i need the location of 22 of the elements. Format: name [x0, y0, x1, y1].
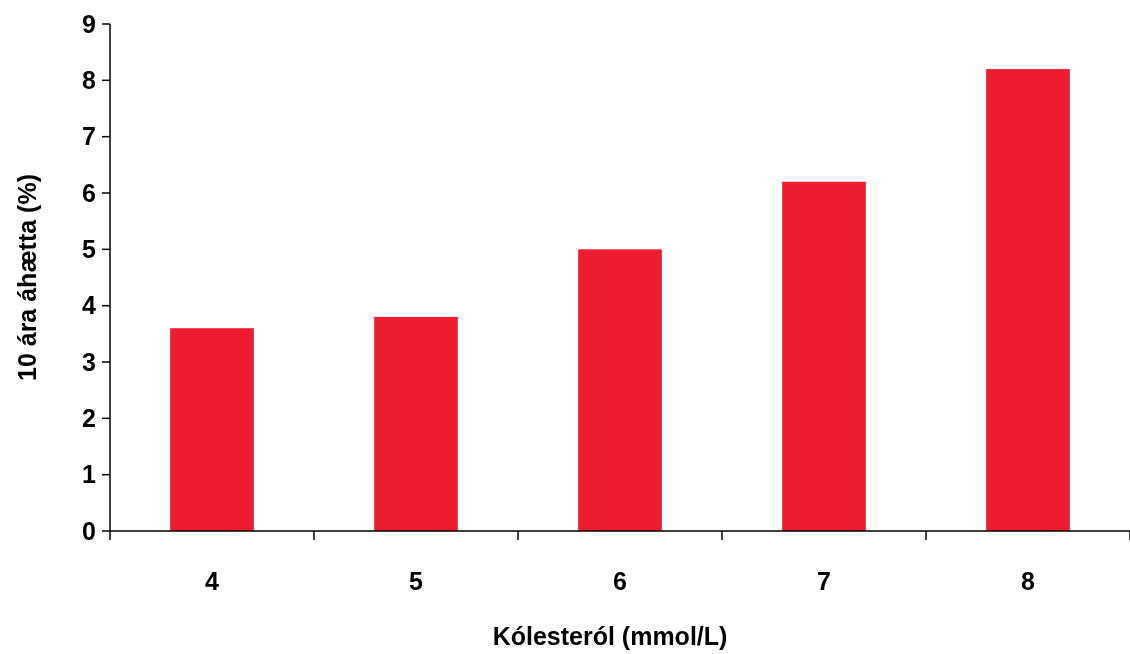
x-axis-title: Kólesteról (mmol/L): [492, 622, 728, 650]
bar: [578, 249, 662, 531]
x-tick-label: 5: [409, 567, 424, 595]
x-tick-label: 7: [817, 567, 831, 595]
bar: [170, 328, 254, 531]
x-tick-label: 8: [1021, 567, 1036, 595]
x-tick-label: 6: [613, 567, 627, 595]
y-tick-label: 3: [82, 347, 96, 376]
y-tick-label: 6: [82, 178, 96, 207]
bar: [782, 181, 866, 531]
y-tick-label: 8: [82, 66, 97, 95]
y-tick-label: 4: [82, 291, 97, 320]
y-tick-label: 0: [82, 516, 96, 545]
y-tick-label: 7: [82, 122, 96, 151]
y-tick-label: 1: [82, 460, 97, 489]
y-tick-label: 9: [82, 9, 96, 38]
y-axis-title: 10 ára áhætta (%): [13, 173, 41, 382]
bar: [986, 69, 1070, 531]
x-tick-label: 4: [205, 567, 220, 595]
y-tick-label: 5: [82, 235, 97, 264]
bar: [374, 316, 458, 531]
y-tick-label: 2: [82, 404, 96, 433]
